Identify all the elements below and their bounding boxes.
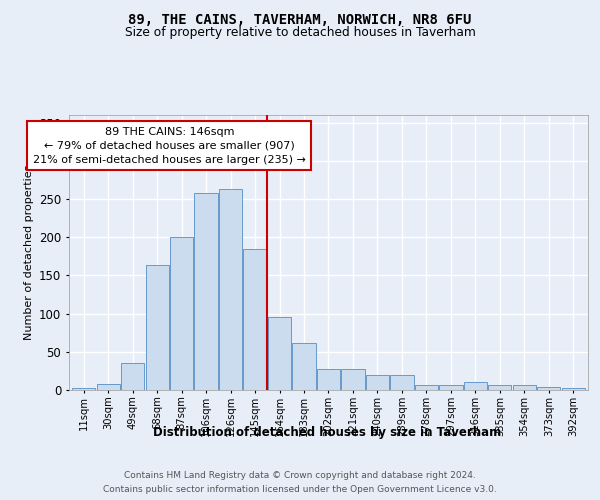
Bar: [488, 384, 511, 390]
Text: Distribution of detached houses by size in Taverham: Distribution of detached houses by size …: [153, 426, 501, 439]
Bar: [219, 189, 242, 390]
Bar: [439, 386, 463, 390]
Text: Size of property relative to detached houses in Taverham: Size of property relative to detached ho…: [125, 26, 475, 39]
Bar: [366, 376, 389, 390]
Bar: [97, 384, 120, 390]
Text: Contains HM Land Registry data © Crown copyright and database right 2024.: Contains HM Land Registry data © Crown c…: [124, 472, 476, 480]
Bar: [562, 388, 585, 390]
Bar: [317, 368, 340, 390]
Bar: [464, 382, 487, 390]
Bar: [121, 362, 144, 390]
Bar: [341, 370, 365, 390]
Bar: [72, 388, 95, 390]
Bar: [194, 193, 218, 390]
Bar: [415, 386, 438, 390]
Bar: [391, 376, 413, 390]
Bar: [537, 387, 560, 390]
Y-axis label: Number of detached properties: Number of detached properties: [23, 165, 34, 340]
Bar: [268, 316, 291, 390]
Text: 89 THE CAINS: 146sqm
← 79% of detached houses are smaller (907)
21% of semi-deta: 89 THE CAINS: 146sqm ← 79% of detached h…: [33, 126, 306, 164]
Bar: [244, 248, 266, 390]
Text: Contains public sector information licensed under the Open Government Licence v3: Contains public sector information licen…: [103, 484, 497, 494]
Bar: [170, 237, 193, 390]
Bar: [513, 386, 536, 390]
Bar: [292, 342, 316, 390]
Text: 89, THE CAINS, TAVERHAM, NORWICH, NR8 6FU: 89, THE CAINS, TAVERHAM, NORWICH, NR8 6F…: [128, 12, 472, 26]
Bar: [146, 266, 169, 390]
